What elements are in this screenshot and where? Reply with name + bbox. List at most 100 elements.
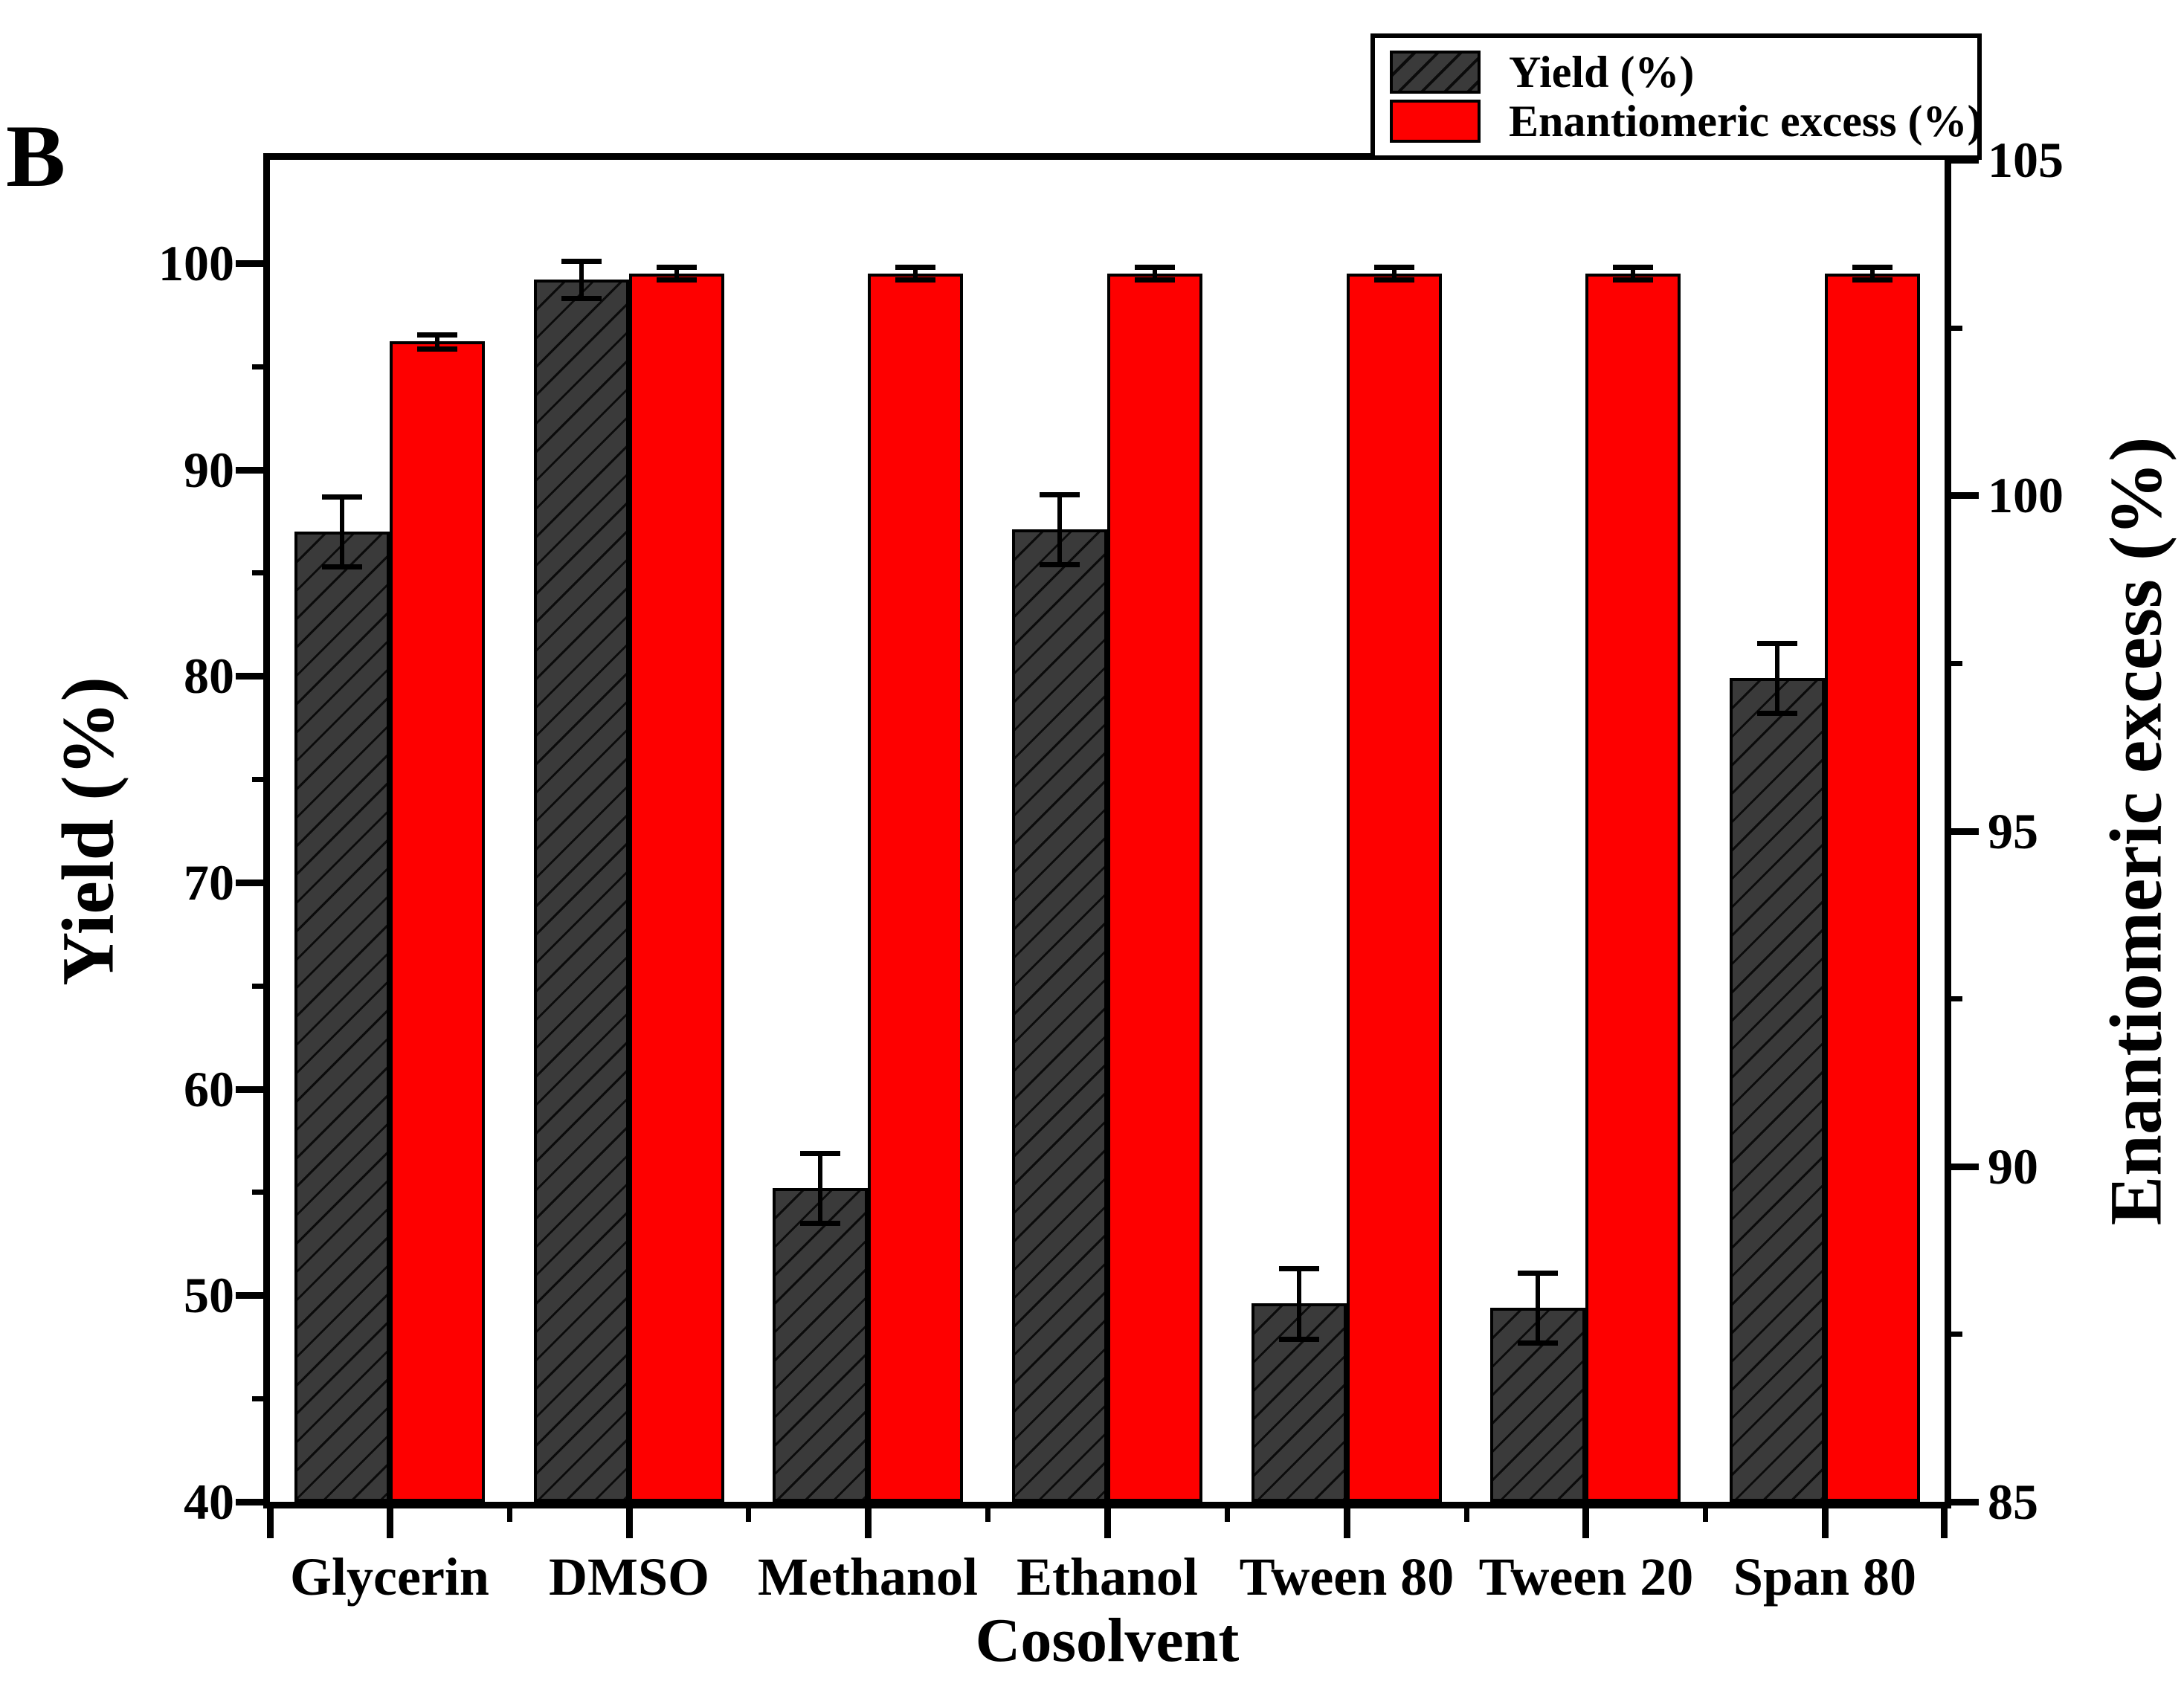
- right-axis-tick-label: 85: [1988, 1474, 2038, 1530]
- error-bar-yield-ethanol: [1057, 494, 1062, 564]
- left-axis-major-tick: [236, 880, 270, 886]
- left-axis-tick-label: 80: [184, 648, 234, 704]
- error-bar-cap: [1374, 277, 1414, 283]
- left-axis-major-tick: [236, 673, 270, 680]
- x-axis-major-tick: [387, 1508, 393, 1538]
- error-bar-cap: [895, 265, 935, 270]
- error-bar-cap: [1040, 562, 1080, 567]
- error-bar-cap: [417, 346, 457, 352]
- left-axis-minor-tick: [252, 984, 270, 989]
- x-axis-corner-tick: [267, 1508, 274, 1538]
- left-axis-tick-label: 70: [184, 854, 234, 911]
- right-axis-major-tick: [1945, 828, 1979, 835]
- left-axis-major-tick: [236, 1086, 270, 1093]
- left-axis-minor-tick: [252, 777, 270, 782]
- x-axis-category-label-span-80: Span 80: [1733, 1547, 1917, 1607]
- x-axis-minor-tick: [746, 1508, 751, 1522]
- error-bar-cap: [322, 564, 362, 569]
- left-axis-minor-tick: [252, 1396, 270, 1401]
- right-axis-tick-label: 100: [1988, 467, 2064, 523]
- right-axis-minor-tick: [1945, 1332, 1962, 1337]
- error-bar-cap: [561, 259, 602, 264]
- x-axis-category-label-methanol: Methanol: [758, 1547, 978, 1607]
- left-axis-major-tick: [236, 467, 270, 474]
- x-axis-major-tick: [1822, 1508, 1829, 1538]
- left-axis-major-tick: [236, 1499, 270, 1505]
- error-bar-yield-span-80: [1775, 643, 1779, 713]
- x-axis-minor-tick: [1464, 1508, 1469, 1522]
- x-axis-category-label-ethanol: Ethanol: [1016, 1547, 1199, 1607]
- error-bar-yield-methanol: [818, 1153, 822, 1223]
- left-axis-minor-tick: [252, 1190, 270, 1195]
- error-bar-cap: [1374, 265, 1414, 270]
- x-axis-major-tick: [1104, 1508, 1111, 1538]
- ee-bar-glycerin: [390, 341, 485, 1502]
- error-bar-yield-dmso: [579, 261, 584, 298]
- error-bar-ee-span-80: [1870, 267, 1875, 280]
- x-axis-major-tick: [626, 1508, 633, 1538]
- error-bar-cap: [1040, 492, 1080, 497]
- error-bar-cap: [895, 277, 935, 283]
- ee-bar-span-80: [1825, 274, 1920, 1502]
- left-axis-tick-label: 100: [158, 235, 234, 291]
- yield-bar-tween-20: [1490, 1308, 1585, 1502]
- ee-bar-dmso: [629, 274, 724, 1502]
- left-axis-tick-label: 90: [184, 442, 234, 498]
- x-axis-category-label-tween-80: Tween 80: [1239, 1547, 1455, 1607]
- error-bar-cap: [1135, 277, 1175, 283]
- right-axis-major-tick: [1945, 1499, 1979, 1505]
- error-bar-cap: [1613, 277, 1653, 283]
- x-axis-minor-tick: [1225, 1508, 1230, 1522]
- error-bar-cap: [800, 1221, 840, 1226]
- error-bar-yield-glycerin: [340, 497, 344, 567]
- x-axis-category-label-dmso: DMSO: [549, 1547, 709, 1607]
- error-bar-ee-ethanol: [1153, 267, 1157, 280]
- error-bar-cap: [1757, 711, 1797, 716]
- x-axis-corner-tick: [1941, 1508, 1948, 1538]
- error-bar-yield-tween-80: [1297, 1268, 1301, 1338]
- left-axis-tick-label: 60: [184, 1061, 234, 1117]
- error-bar-cap: [561, 296, 602, 301]
- left-axis-tick-label: 40: [184, 1474, 234, 1530]
- yield-bar-glycerin: [294, 532, 390, 1502]
- ee-bar-ethanol: [1107, 274, 1202, 1502]
- right-axis-major-tick: [1945, 1164, 1979, 1170]
- error-bar-cap: [1279, 1266, 1319, 1271]
- error-bar-cap: [1279, 1337, 1319, 1342]
- error-bar-cap: [322, 494, 362, 500]
- x-axis-major-tick: [865, 1508, 872, 1538]
- x-axis-minor-tick: [1703, 1508, 1708, 1522]
- yield-bar-methanol: [773, 1188, 868, 1502]
- error-bar-cap: [1757, 641, 1797, 646]
- x-axis-minor-tick: [507, 1508, 512, 1522]
- left-axis-minor-tick: [252, 570, 270, 575]
- error-bar-cap: [657, 265, 697, 270]
- legend-item-ee: Enantiomeric excess (%): [1390, 97, 1982, 145]
- panel-label: B: [6, 106, 66, 205]
- ee-bar-tween-20: [1585, 274, 1681, 1502]
- error-bar-cap: [1852, 265, 1893, 270]
- right-axis-minor-tick: [1945, 996, 1962, 1001]
- error-bar-ee-methanol: [913, 267, 918, 280]
- error-bar-yield-tween-20: [1536, 1273, 1540, 1343]
- right-axis-major-tick: [1945, 492, 1979, 499]
- error-bar-ee-tween-80: [1392, 267, 1397, 280]
- ee-bar-methanol: [868, 274, 963, 1502]
- right-axis-tick-label: 105: [1988, 132, 2064, 188]
- right-axis-tick-label: 95: [1988, 803, 2038, 859]
- error-bar-cap: [1518, 1271, 1558, 1276]
- right-axis-tick-label: 90: [1988, 1138, 2038, 1195]
- error-bar-cap: [417, 332, 457, 338]
- x-axis-major-tick: [1582, 1508, 1589, 1538]
- left-axis-minor-tick: [252, 364, 270, 369]
- error-bar-cap: [657, 277, 697, 283]
- error-bar-cap: [1852, 277, 1893, 283]
- legend-item-yield: Yield (%): [1390, 48, 1962, 96]
- left-axis-title: Yield (%): [46, 677, 129, 986]
- error-bar-ee-glycerin: [435, 335, 439, 349]
- error-bar-cap: [1135, 265, 1175, 270]
- legend: Yield (%) Enantiomeric excess (%): [1370, 33, 1982, 160]
- error-bar-ee-dmso: [674, 267, 679, 280]
- x-axis-category-label-glycerin: Glycerin: [290, 1547, 489, 1607]
- x-axis-title: Cosolvent: [975, 1606, 1240, 1675]
